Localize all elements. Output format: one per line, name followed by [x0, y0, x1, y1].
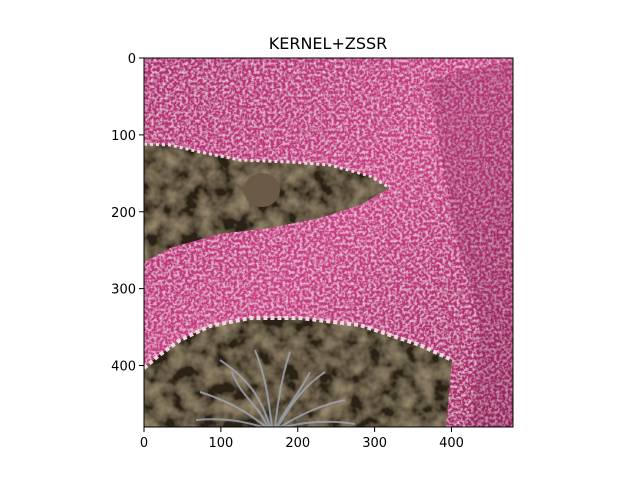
- anemone-tentacles: [195, 349, 356, 427]
- y-tick-label: 300: [111, 283, 136, 298]
- photo-image: [144, 58, 513, 427]
- x-tick-label: 400: [439, 436, 464, 451]
- x-tick-label: 200: [285, 436, 310, 451]
- y-tick-label: 200: [111, 206, 136, 221]
- x-tick-label: 0: [140, 436, 148, 451]
- sea-star-edge-lower: [144, 316, 453, 370]
- pebble: [244, 173, 280, 207]
- sea-star-body: [144, 58, 513, 427]
- y-tick-label: 0: [128, 52, 136, 67]
- y-tick-label: 400: [111, 360, 136, 375]
- sea-star-edge-upper: [144, 142, 391, 190]
- x-tick-label: 100: [208, 436, 233, 451]
- axes-frame: [143, 57, 514, 428]
- chart-title: KERNEL+ZSSR: [269, 34, 388, 53]
- x-tick-label: 300: [362, 436, 387, 451]
- axis-ticks: 0 100 200 300 400 0 100 200 300 400: [111, 52, 464, 451]
- y-tick-label: 100: [111, 129, 136, 144]
- sea-star-shading: [430, 60, 513, 427]
